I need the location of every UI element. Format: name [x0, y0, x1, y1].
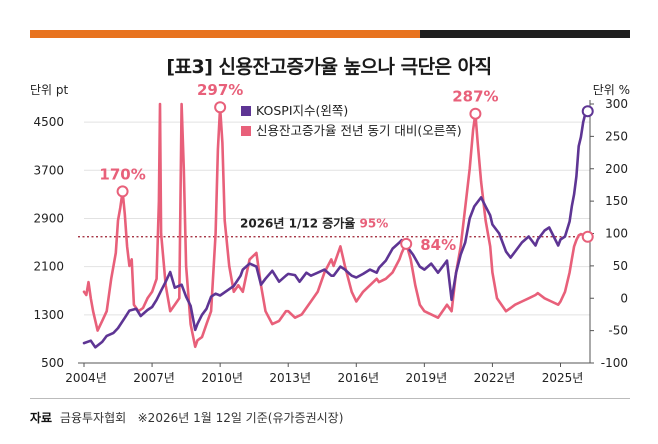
- title-accent-bar: [30, 30, 630, 38]
- x-tick-label: 2010년: [201, 371, 243, 385]
- annotation-label: 170%: [99, 165, 145, 183]
- y-axis-left-label: 단위 pt: [30, 83, 69, 97]
- chart-title: [표3] 신용잔고증가율 높으나 극단은 아직: [166, 56, 492, 78]
- credit-growth-series-line: [82, 102, 589, 349]
- y-right-tick-label: 150: [605, 194, 628, 208]
- y-left-tick-label: 1300: [33, 308, 64, 322]
- legend-swatch: [241, 126, 251, 136]
- kospi-series-line: [82, 109, 589, 349]
- x-tick-label: 2025년: [542, 371, 584, 385]
- legend-label: KOSPI지수(왼쪽): [256, 103, 348, 118]
- footer-note: ※2026년 1월 12일 기준(유가증권시장): [137, 411, 344, 425]
- y-left-tick-label: 2900: [33, 211, 64, 225]
- reference-line-label: 2026년 1/12 증가율 95%: [240, 216, 388, 231]
- x-axis: 2004년 2007년 2010년 2013년 2016년 2019년 2022년 2025년: [65, 362, 590, 385]
- y-right-tick-label: -100: [601, 356, 628, 370]
- footer-divider: [30, 398, 630, 399]
- legend: KOSPI지수(왼쪽) 신용잔고증가율 전년 동기 대비(오른쪽): [241, 103, 462, 138]
- accent-bar-dark: [420, 30, 630, 38]
- x-tick-label: 2004년: [65, 371, 107, 385]
- x-tick-label: 2022년: [474, 371, 516, 385]
- reference-line-group: 2026년 1/12 증가율 95%: [78, 216, 590, 238]
- y-right-tick-label: 300: [605, 97, 628, 111]
- y-right-tick-label: 200: [605, 162, 628, 176]
- x-tick-label: 2016년: [337, 371, 379, 385]
- right-axis: -100 -50 0 50 100 150 200 250 300: [589, 97, 628, 370]
- kospi-end-marker: [581, 105, 594, 118]
- annotation-marker: [116, 185, 129, 198]
- x-tick-label: 2007년: [133, 371, 175, 385]
- y-right-tick-label: -50: [608, 324, 628, 338]
- annotation-marker: [469, 107, 482, 120]
- accent-bar-orange: [30, 30, 420, 38]
- credit-end-marker: [581, 230, 594, 243]
- y-left-tick-label: 500: [41, 356, 64, 370]
- y-left-tick-label: 3700: [33, 163, 64, 177]
- x-tick-label: 2013년: [269, 371, 311, 385]
- y-left-tick-label: 4500: [33, 115, 64, 129]
- x-tick-label: 2019년: [406, 371, 448, 385]
- chart-svg: 500 1300 2100 2900 3700 4500 -100 -50 0 50 100 150…: [30, 81, 630, 385]
- annotation-marker: [214, 101, 227, 114]
- annotation-label: 297%: [197, 81, 243, 99]
- y-left-tick-label: 2100: [33, 260, 64, 274]
- annotation-label: 287%: [452, 88, 498, 106]
- annotations-group: 170% 297% 84% 287%: [99, 81, 498, 254]
- left-axis: 500 1300 2100 2900 3700 4500: [33, 115, 64, 370]
- annotation-marker: [400, 237, 413, 250]
- y-right-tick-label: 250: [605, 129, 628, 143]
- series-group: [82, 102, 594, 349]
- footer: 자료 금융투자협회 ※2026년 1월 12일 기준(유가증권시장): [30, 409, 343, 426]
- source-label: 자료: [30, 411, 53, 425]
- legend-label: 신용잔고증가율 전년 동기 대비(오른쪽): [256, 123, 462, 138]
- reference-line-label-prefix: 2026년 1/12 증가율: [240, 216, 360, 231]
- y-right-tick-label: 100: [605, 227, 628, 241]
- y-right-tick-label: 50: [613, 259, 628, 273]
- annotation-label: 84%: [420, 236, 456, 254]
- y-right-tick-label: 0: [620, 291, 628, 305]
- y-axis-right-label: 단위 %: [593, 83, 630, 97]
- reference-line-label-value: 95%: [360, 217, 389, 231]
- source-name: 금융투자협회: [59, 411, 127, 425]
- legend-swatch: [241, 106, 251, 116]
